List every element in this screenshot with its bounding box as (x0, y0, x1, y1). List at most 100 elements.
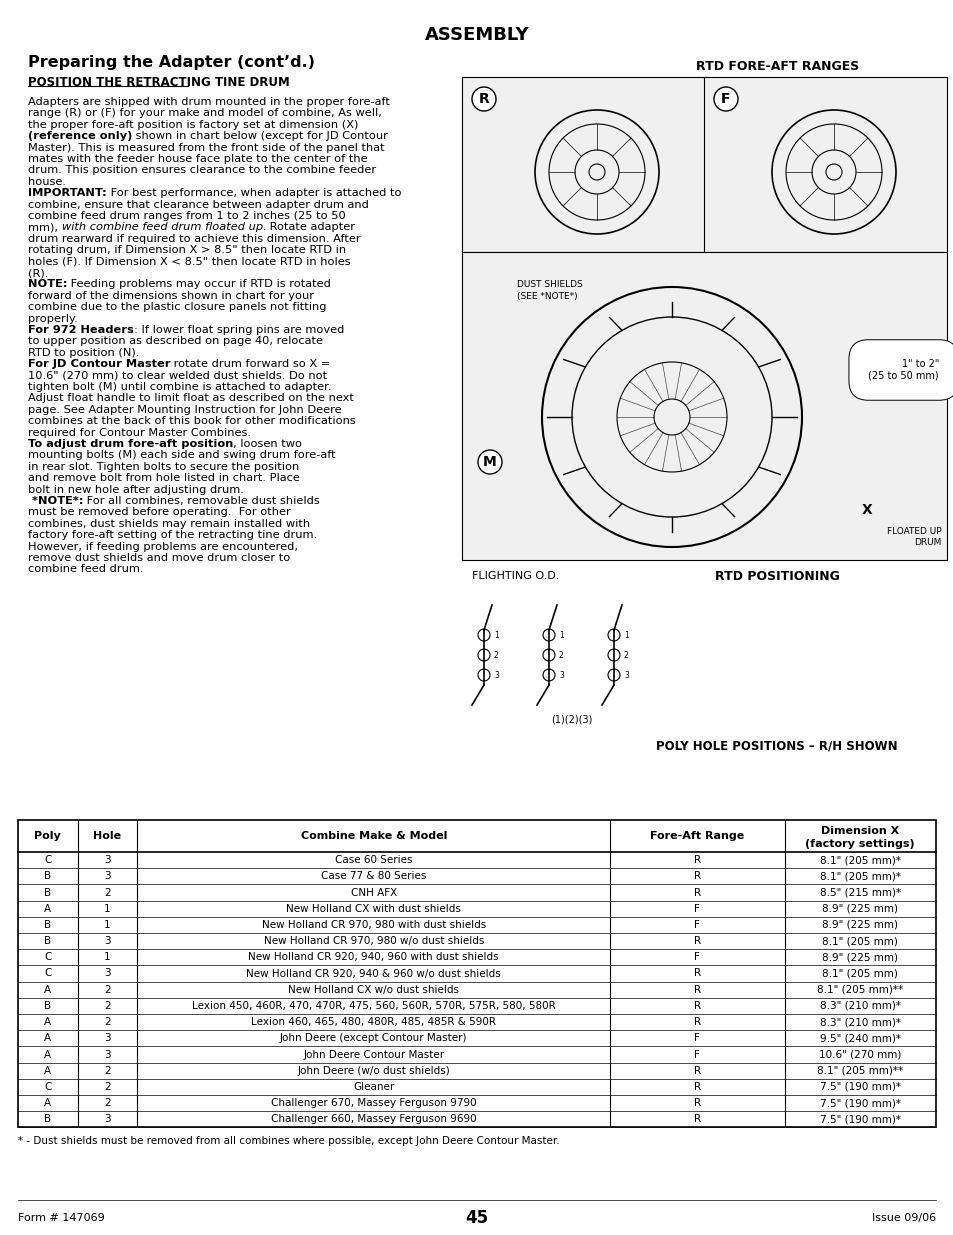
Bar (18, 820, 935, 1128)
Text: 8.1" (205 mm)**: 8.1" (205 mm)** (817, 984, 902, 994)
Text: New Holland CR 920, 940, 960 with dust shields: New Holland CR 920, 940, 960 with dust s… (248, 952, 498, 962)
Text: (factory settings): (factory settings) (804, 839, 914, 848)
Text: (1)(2)(3): (1)(2)(3) (551, 715, 592, 725)
Text: 8.1" (205 mm)**: 8.1" (205 mm)** (817, 1066, 902, 1076)
Text: 3: 3 (623, 671, 628, 679)
Text: 9.5" (240 mm)*: 9.5" (240 mm)* (819, 1034, 900, 1044)
Text: 7.5" (190 mm)*: 7.5" (190 mm)* (819, 1082, 900, 1092)
Text: 1: 1 (558, 631, 563, 640)
Text: CNH AFX: CNH AFX (351, 888, 396, 898)
Text: mounting bolts (M) each side and swing drum fore-aft: mounting bolts (M) each side and swing d… (28, 451, 335, 461)
Text: A: A (44, 1050, 51, 1060)
Text: Challenger 660, Massey Ferguson 9690: Challenger 660, Massey Ferguson 9690 (271, 1114, 476, 1124)
Text: A: A (44, 904, 51, 914)
Text: New Holland CR 970, 980 w/o dust shields: New Holland CR 970, 980 w/o dust shields (263, 936, 483, 946)
Text: R: R (693, 968, 700, 978)
Text: For all combines, removable dust shields: For all combines, removable dust shields (84, 496, 320, 506)
Text: 2: 2 (104, 1098, 111, 1108)
Text: C: C (44, 1082, 51, 1092)
Text: 3: 3 (104, 872, 111, 882)
Text: (R).: (R). (28, 268, 49, 278)
Text: 2: 2 (104, 1000, 111, 1011)
Text: required for Contour Master Combines.: required for Contour Master Combines. (28, 427, 251, 437)
Text: rotate drum forward so X =: rotate drum forward so X = (171, 359, 331, 369)
Text: R: R (693, 1000, 700, 1011)
Text: Gleaner: Gleaner (353, 1082, 394, 1092)
Text: X: X (861, 503, 871, 517)
Circle shape (472, 86, 496, 111)
Text: IMPORTANT:: IMPORTANT: (28, 188, 107, 198)
Text: 3: 3 (104, 968, 111, 978)
Text: ASSEMBLY: ASSEMBLY (424, 26, 529, 44)
Text: Lexion 450, 460R, 470, 470R, 475, 560, 560R, 570R, 575R, 580, 580R: Lexion 450, 460R, 470, 470R, 475, 560, 5… (192, 1000, 555, 1011)
Text: F: F (694, 920, 700, 930)
Text: 3: 3 (104, 936, 111, 946)
Text: B: B (44, 888, 51, 898)
Text: DUST SHIELDS: DUST SHIELDS (517, 280, 582, 289)
Text: house.: house. (28, 177, 66, 186)
Text: shown in chart below (except for JD Contour: shown in chart below (except for JD Cont… (132, 131, 388, 141)
Text: C: C (44, 855, 51, 864)
Text: 3: 3 (104, 1114, 111, 1124)
Text: 8.9" (225 mm): 8.9" (225 mm) (821, 904, 898, 914)
Text: holes (F). If Dimension X < 8.5" then locate RTD in holes: holes (F). If Dimension X < 8.5" then lo… (28, 257, 351, 267)
Text: 2: 2 (104, 1082, 111, 1092)
Text: Dimension X: Dimension X (821, 826, 899, 836)
Text: New Holland CX w/o dust shields: New Holland CX w/o dust shields (288, 984, 458, 994)
Circle shape (713, 86, 738, 111)
Text: RTD POSITIONING: RTD POSITIONING (714, 569, 839, 583)
Text: John Deere (w/o dust shields): John Deere (w/o dust shields) (297, 1066, 450, 1076)
Text: Preparing the Adapter (cont’d.): Preparing the Adapter (cont’d.) (28, 54, 314, 69)
Text: 8.5" (215 mm)*: 8.5" (215 mm)* (819, 888, 900, 898)
Text: 45: 45 (465, 1209, 488, 1228)
Text: *NOTE*:: *NOTE*: (28, 496, 84, 506)
Text: Rotate adapter: Rotate adapter (266, 222, 355, 232)
Text: drum rearward if required to achieve this dimension. After: drum rearward if required to achieve thi… (28, 233, 360, 243)
Text: combine due to the plastic closure panels not fitting: combine due to the plastic closure panel… (28, 303, 326, 312)
Text: Challenger 670, Massey Ferguson 9790: Challenger 670, Massey Ferguson 9790 (271, 1098, 476, 1108)
Text: F: F (720, 91, 730, 106)
Text: 10.6" (270 mm) to clear welded dust shields. Do not: 10.6" (270 mm) to clear welded dust shie… (28, 370, 327, 380)
Text: 3: 3 (104, 855, 111, 864)
Text: New Holland CR 920, 940 & 960 w/o dust shields: New Holland CR 920, 940 & 960 w/o dust s… (246, 968, 500, 978)
Text: * - Dust shields must be removed from all combines where possible, except John D: * - Dust shields must be removed from al… (18, 1136, 559, 1146)
Bar (461, 252, 946, 559)
Text: Hole: Hole (93, 831, 121, 841)
Text: page. See Adapter Mounting Instruction for John Deere: page. See Adapter Mounting Instruction f… (28, 405, 341, 415)
Text: R: R (693, 984, 700, 994)
Text: the proper fore-aft position is factory set at dimension (X): the proper fore-aft position is factory … (28, 120, 361, 130)
Text: R: R (693, 872, 700, 882)
Text: (SEE *NOTE*): (SEE *NOTE*) (517, 291, 577, 301)
Text: Case 60 Series: Case 60 Series (335, 855, 412, 864)
Text: R: R (693, 1114, 700, 1124)
Text: R: R (693, 1082, 700, 1092)
Text: 10.6" (270 mm): 10.6" (270 mm) (819, 1050, 901, 1060)
Text: F: F (694, 1034, 700, 1044)
Text: rotating drum, if Dimension X > 8.5" then locate RTD in: rotating drum, if Dimension X > 8.5" the… (28, 246, 346, 256)
Text: A: A (44, 1018, 51, 1028)
Text: Adjust float handle to limit float as described on the next: Adjust float handle to limit float as de… (28, 394, 354, 404)
Text: Issue 09/06: Issue 09/06 (871, 1213, 935, 1223)
Text: A: A (44, 1034, 51, 1044)
Text: combines, dust shields may remain installed with: combines, dust shields may remain instal… (28, 519, 310, 529)
Text: 7.5" (190 mm)*: 7.5" (190 mm)* (819, 1098, 900, 1108)
Text: 3: 3 (558, 671, 563, 679)
Text: R: R (478, 91, 489, 106)
Text: 8.1" (205 mm)*: 8.1" (205 mm)* (819, 872, 900, 882)
Text: mates with the feeder house face plate to the center of the: mates with the feeder house face plate t… (28, 154, 367, 164)
Text: 8.9" (225 mm): 8.9" (225 mm) (821, 920, 898, 930)
Text: 3: 3 (104, 1050, 111, 1060)
Text: to upper position as described on page 40, relocate: to upper position as described on page 4… (28, 336, 323, 346)
Text: bolt in new hole after adjusting drum.: bolt in new hole after adjusting drum. (28, 484, 244, 494)
Text: 2: 2 (623, 651, 628, 659)
Text: 1" to 2"
(25 to 50 mm): 1" to 2" (25 to 50 mm) (867, 359, 938, 380)
Text: R: R (693, 855, 700, 864)
Text: FLIGHTING O.D.: FLIGHTING O.D. (472, 571, 558, 580)
Text: Poly: Poly (34, 831, 61, 841)
Text: RTD FORE-AFT RANGES: RTD FORE-AFT RANGES (695, 61, 858, 74)
Text: 2: 2 (104, 888, 111, 898)
Text: 8.3" (210 mm)*: 8.3" (210 mm)* (819, 1000, 900, 1011)
Text: 2: 2 (104, 1066, 111, 1076)
Bar (18, 820, 935, 1128)
Text: 1: 1 (104, 952, 111, 962)
